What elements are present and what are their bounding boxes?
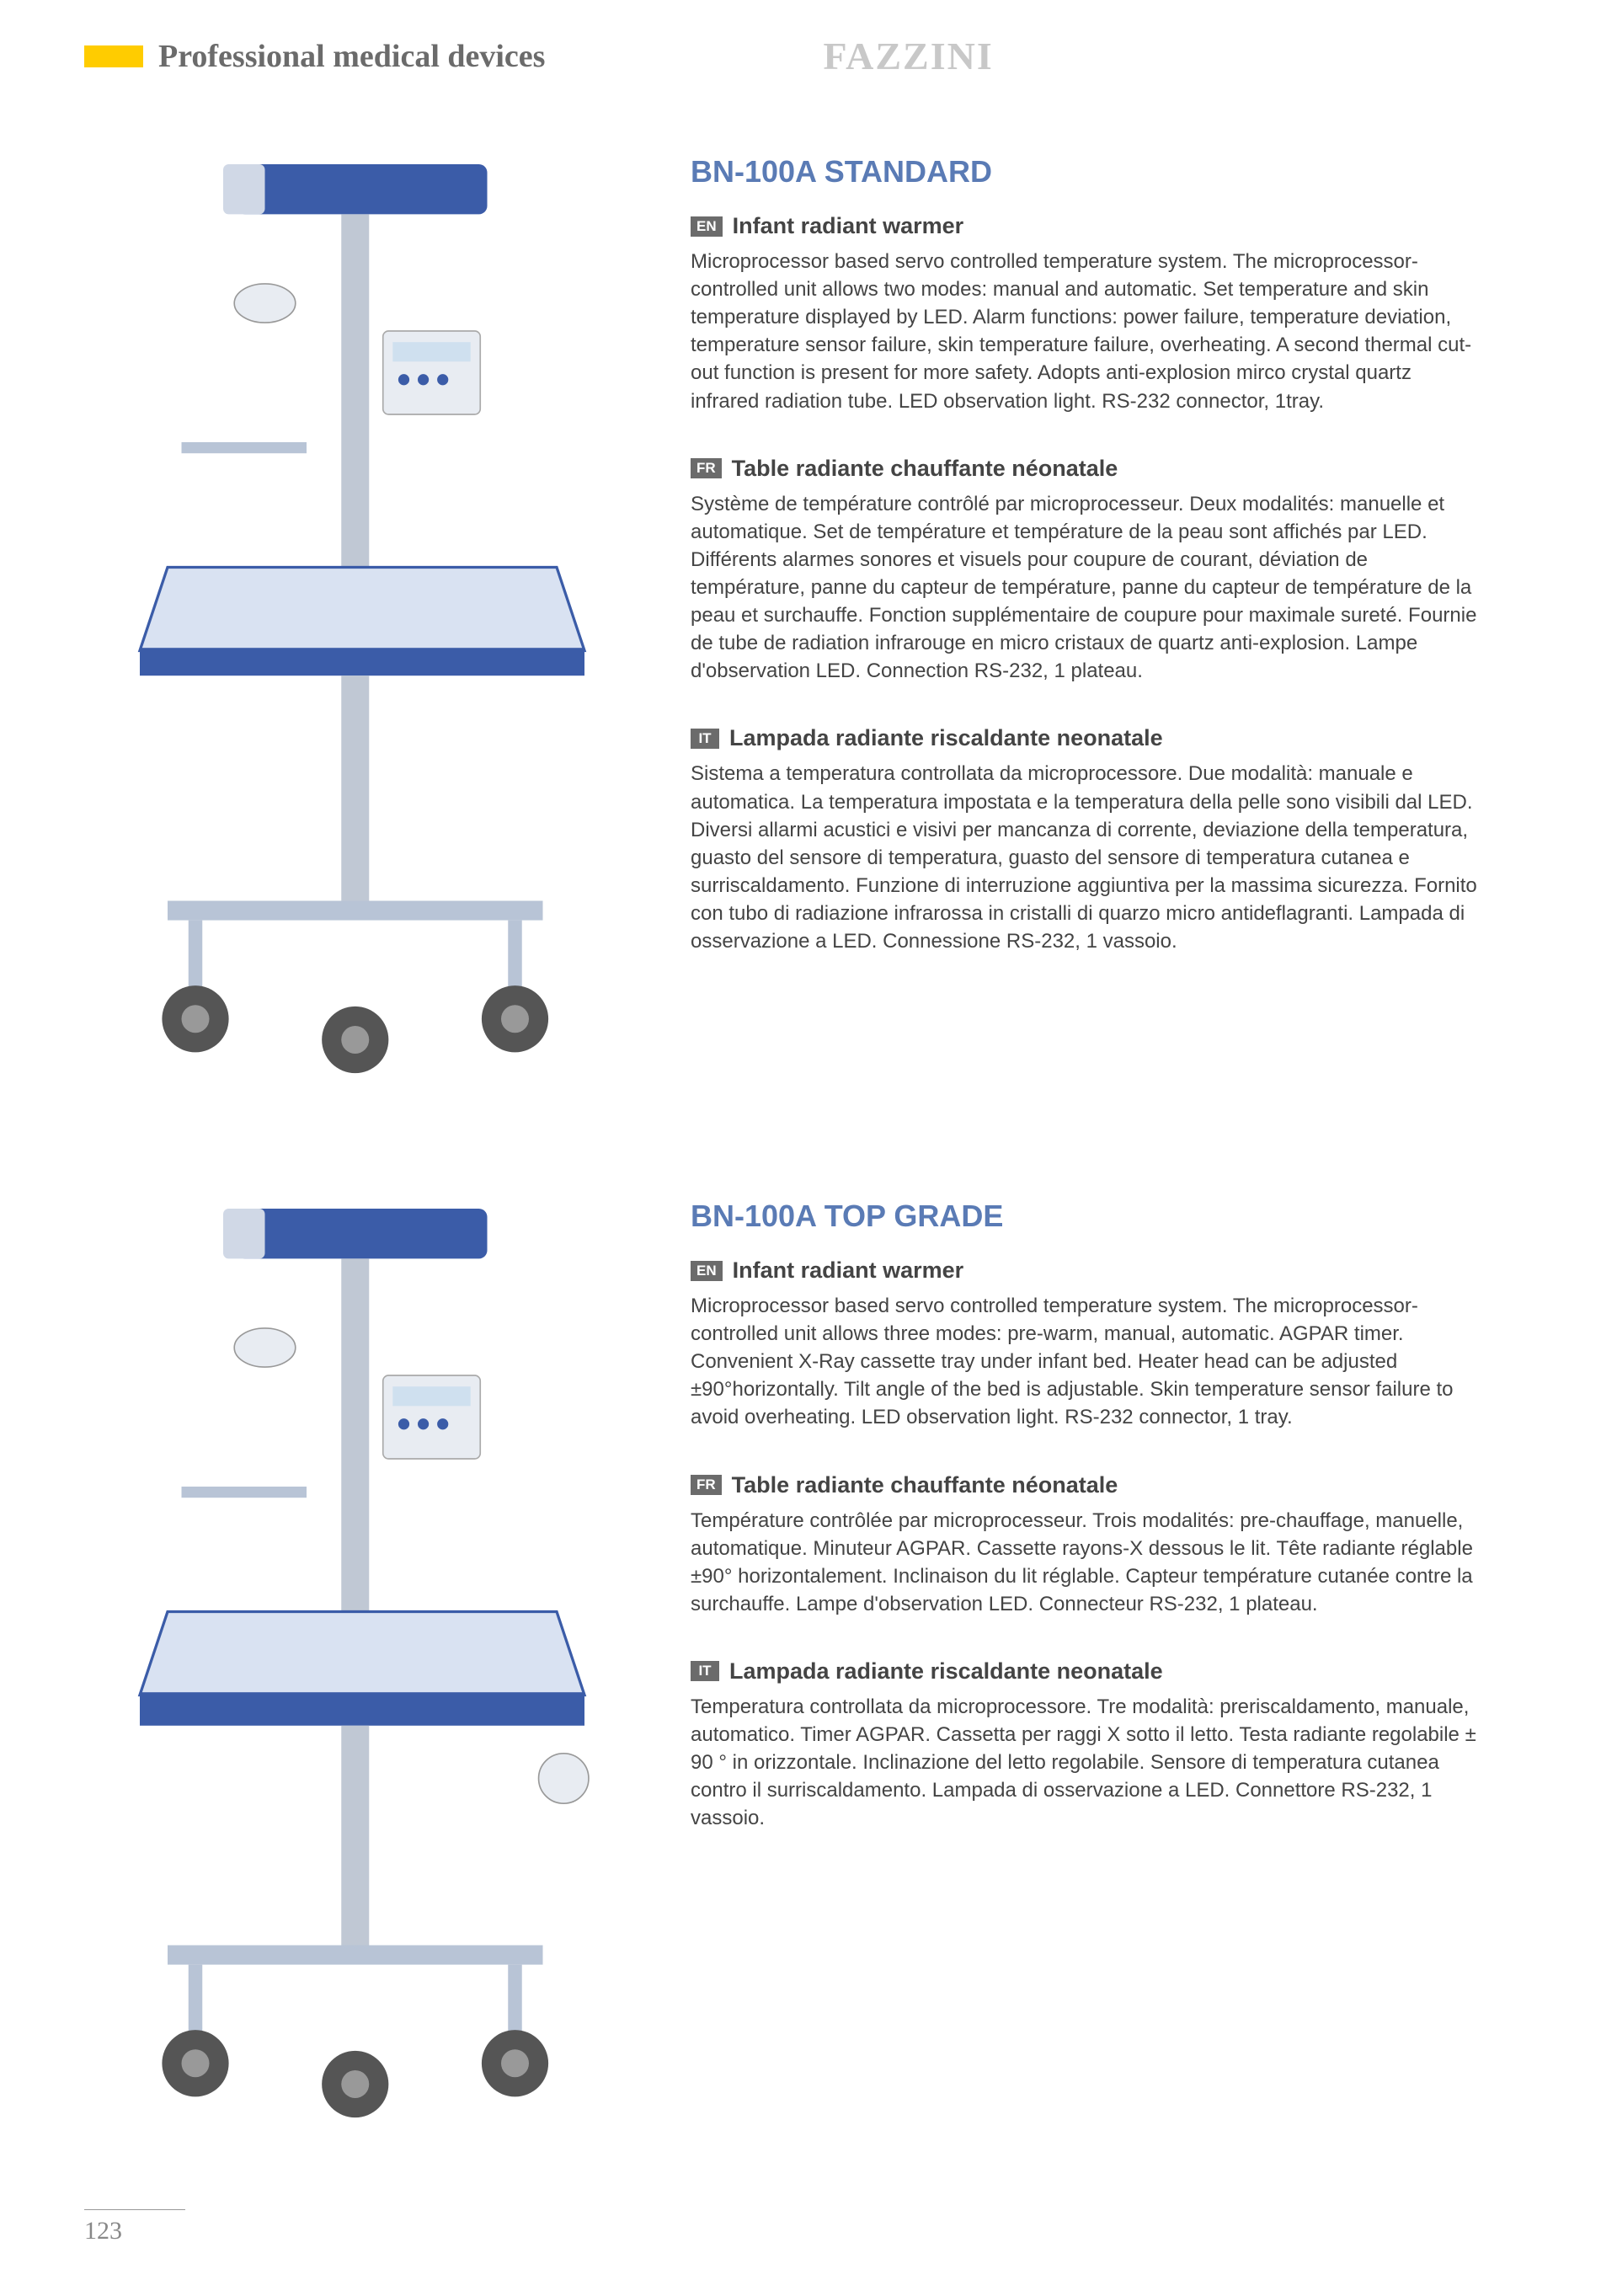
product-block: BN-100A TOP GRADE EN Infant radiant warm… bbox=[84, 1165, 1533, 2142]
product-title: BN-100A TOP GRADE bbox=[691, 1199, 1533, 1234]
lang-tag: IT bbox=[691, 1661, 719, 1681]
lang-body: Température contrôlée par microprocesseu… bbox=[691, 1507, 1482, 1618]
page-header: Professional medical devices FAZZINI bbox=[84, 34, 1533, 78]
lang-body: Sistema a temperatura controllata da mic… bbox=[691, 760, 1482, 955]
lang-body: Temperatura controllata da microprocesso… bbox=[691, 1693, 1482, 1833]
lang-header: EN Infant radiant warmer bbox=[691, 1257, 1533, 1284]
lang-header: FR Table radiante chauffante néonatale bbox=[691, 456, 1533, 482]
product-block: BN-100A STANDARD EN Infant radiant warme… bbox=[84, 120, 1533, 1097]
lang-body: Système de température contrôlé par micr… bbox=[691, 490, 1482, 686]
lang-heading: Lampada radiante riscaldante neonatale bbox=[729, 725, 1163, 751]
lang-tag: FR bbox=[691, 458, 722, 478]
device-illustration-icon bbox=[84, 120, 640, 1097]
lang-block-en: EN Infant radiant warmer Microprocessor … bbox=[691, 1257, 1533, 1432]
product-text: BN-100A TOP GRADE EN Infant radiant warm… bbox=[691, 1165, 1533, 2142]
lang-heading: Table radiante chauffante néonatale bbox=[732, 1472, 1118, 1498]
lang-block-it: IT Lampada radiante riscaldante neonatal… bbox=[691, 1658, 1533, 1833]
device-illustration-icon bbox=[84, 1165, 640, 2142]
lang-header: EN Infant radiant warmer bbox=[691, 213, 1533, 239]
lang-tag: EN bbox=[691, 1261, 723, 1281]
lang-body: Microprocessor based servo controlled te… bbox=[691, 1292, 1482, 1432]
product-title: BN-100A STANDARD bbox=[691, 154, 1533, 190]
brand-name: FAZZINI bbox=[823, 34, 993, 78]
category-title: Professional medical devices bbox=[158, 38, 545, 75]
lang-block-it: IT Lampada radiante riscaldante neonatal… bbox=[691, 725, 1533, 955]
lang-block-fr: FR Table radiante chauffante néonatale T… bbox=[691, 1472, 1533, 1618]
lang-heading: Lampada radiante riscaldante neonatale bbox=[729, 1658, 1163, 1685]
product-image bbox=[84, 1165, 640, 2142]
lang-tag: IT bbox=[691, 729, 719, 749]
lang-block-en: EN Infant radiant warmer Microprocessor … bbox=[691, 213, 1533, 415]
product-image bbox=[84, 120, 640, 1097]
lang-block-fr: FR Table radiante chauffante néonatale S… bbox=[691, 456, 1533, 686]
lang-header: FR Table radiante chauffante néonatale bbox=[691, 1472, 1533, 1498]
page-number: 123 bbox=[84, 2209, 185, 2245]
lang-header: IT Lampada radiante riscaldante neonatal… bbox=[691, 725, 1533, 751]
lang-tag: FR bbox=[691, 1475, 722, 1495]
lang-heading: Infant radiant warmer bbox=[733, 1257, 964, 1284]
lang-header: IT Lampada radiante riscaldante neonatal… bbox=[691, 1658, 1533, 1685]
product-text: BN-100A STANDARD EN Infant radiant warme… bbox=[691, 120, 1533, 1097]
lang-heading: Infant radiant warmer bbox=[733, 213, 964, 239]
lang-heading: Table radiante chauffante néonatale bbox=[732, 456, 1118, 482]
lang-tag: EN bbox=[691, 216, 723, 237]
accent-bar bbox=[84, 45, 143, 67]
lang-body: Microprocessor based servo controlled te… bbox=[691, 248, 1482, 415]
